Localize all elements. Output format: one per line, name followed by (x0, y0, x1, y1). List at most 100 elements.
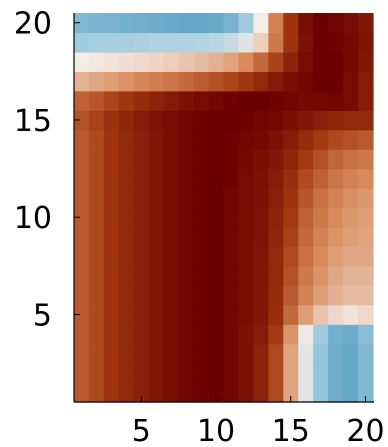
heatmap-cell (268, 51, 284, 72)
heatmap-cell (148, 149, 165, 170)
heatmap-cell (343, 382, 359, 403)
heatmap-cell (343, 168, 359, 189)
heatmap-cell (313, 110, 329, 131)
heatmap-cell (313, 129, 329, 150)
heatmap-cell (163, 90, 180, 111)
heatmap-cell (358, 226, 374, 247)
heatmap-cell (343, 207, 359, 228)
heatmap-cell (178, 207, 195, 228)
heatmap-cell (208, 382, 225, 403)
heatmap-cell (328, 265, 344, 286)
heatmap-cell (163, 285, 180, 306)
heatmap-cell (253, 188, 269, 209)
heatmap-cell (148, 51, 165, 72)
heatmap-cell (103, 71, 120, 92)
heatmap-cell (253, 246, 269, 267)
heatmap-cell (328, 13, 344, 34)
heatmap-cell (133, 285, 150, 306)
heatmap-cell (133, 71, 150, 92)
heatmap-cell (358, 265, 374, 286)
heatmap-cell (223, 246, 240, 267)
heatmap-cell (313, 149, 329, 170)
heatmap-cell (283, 343, 299, 364)
heatmap-cell (133, 90, 150, 111)
heatmap-cell (223, 32, 240, 53)
heatmap-cell (358, 13, 374, 34)
heatmap-cell (358, 168, 374, 189)
heatmap-cell (253, 149, 269, 170)
heatmap-cell (118, 129, 135, 150)
heatmap-cell (193, 343, 210, 364)
heatmap-cell (118, 110, 135, 131)
heatmap-cell (208, 285, 225, 306)
heatmap-cell (118, 207, 135, 228)
heatmap-cell (283, 304, 299, 325)
heatmap-cell (328, 382, 344, 403)
heatmap-cell (163, 304, 180, 325)
heatmap-cell (343, 246, 359, 267)
heatmap-cell (133, 324, 150, 345)
heatmap-cell (238, 168, 254, 189)
heatmap-cell (253, 110, 269, 131)
heatmap-cell (313, 382, 329, 403)
heatmap-cell (343, 285, 359, 306)
heatmap-cell (133, 168, 150, 189)
heatmap-cell (88, 324, 105, 345)
heatmap-cell (178, 343, 195, 364)
heatmap-cell (88, 32, 105, 53)
heatmap-cell (313, 265, 329, 286)
heatmap-cell (208, 324, 225, 345)
heatmap-cell (283, 129, 299, 150)
heatmap-cell (118, 285, 135, 306)
heatmap-cell (358, 363, 374, 384)
heatmap-cell (208, 32, 225, 53)
heatmap-cell (328, 363, 344, 384)
heatmap-cell (298, 304, 314, 325)
y-tick-label: 20 (14, 7, 52, 42)
heatmap-cell (88, 265, 105, 286)
heatmap-cell (118, 265, 135, 286)
heatmap-cell (238, 304, 254, 325)
heatmap-cell (268, 71, 284, 92)
heatmap-cell (193, 246, 210, 267)
heatmap-cell (253, 207, 269, 228)
heatmap-cell (223, 226, 240, 247)
heatmap-cell (118, 71, 135, 92)
heatmap-cell (343, 71, 359, 92)
heatmap-cell (253, 382, 269, 403)
heatmap-cell (163, 246, 180, 267)
heatmap-cell (118, 149, 135, 170)
heatmap-cell (88, 51, 105, 72)
heatmap-cell (223, 110, 240, 131)
heatmap-cell (193, 168, 210, 189)
heatmap-cell (163, 71, 180, 92)
heatmap-cell (118, 324, 135, 345)
heatmap-cell (148, 188, 165, 209)
heatmap-cell (163, 343, 180, 364)
heatmap-cell (163, 188, 180, 209)
heatmap-cell (283, 90, 299, 111)
heatmap-cell (268, 324, 284, 345)
heatmap-cell (343, 343, 359, 364)
heatmap-cell (298, 343, 314, 364)
heatmap-cell (103, 363, 120, 384)
x-tick-label: 15 (272, 414, 310, 447)
heatmap-cell (253, 304, 269, 325)
heatmap-cell (193, 32, 210, 53)
heatmap-cell (118, 51, 135, 72)
heatmap-cell (148, 285, 165, 306)
heatmap-cell (328, 304, 344, 325)
heatmap-cell (88, 382, 105, 403)
heatmap-cell (268, 32, 284, 53)
heatmap-cell (118, 90, 135, 111)
heatmap-cell (133, 51, 150, 72)
heatmap-cell (103, 129, 120, 150)
heatmap-cell (133, 13, 150, 34)
x-tick-label: 10 (197, 414, 235, 447)
heatmap-cell (268, 285, 284, 306)
heatmap-cell (223, 343, 240, 364)
heatmap-cell (148, 13, 165, 34)
heatmap-cell (208, 246, 225, 267)
heatmap-cell (133, 149, 150, 170)
heatmap-cell (193, 71, 210, 92)
